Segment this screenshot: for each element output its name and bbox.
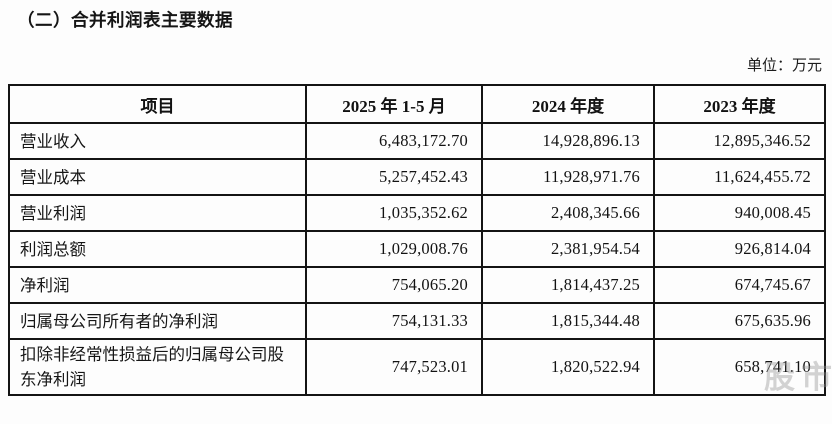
table-row: 扣除非经常性损益后的归属母公司股东净利润 747,523.01 1,820,522.… xyxy=(8,338,826,396)
header-2025-column: 2025 年 1-5 月 xyxy=(305,84,483,124)
row-label-cell: 净利润 xyxy=(8,266,307,304)
table-row: 营业成本 5,257,452.43 11,928,971.76 11,624,455.… xyxy=(8,158,826,196)
row-label-cell: 利润总额 xyxy=(8,230,307,268)
value-2024-cell: 11,928,971.76 xyxy=(481,158,655,196)
unit-label: 单位：万元 xyxy=(746,58,822,74)
value-2025-cell: 747,523.01 xyxy=(305,338,483,396)
value-2024-cell: 2,408,345.66 xyxy=(481,194,655,232)
value-2023-cell: 12,895,346.52 xyxy=(653,122,826,160)
section-title: （二）合并利润表主要数据 xyxy=(17,10,233,30)
table-row: 归属母公司所有者的净利润 754,131.33 1,815,344.48 675,63… xyxy=(8,302,826,340)
value-2023-cell: 926,814.04 xyxy=(653,230,826,268)
header-item-column: 项目 xyxy=(8,84,307,124)
value-2024-cell: 1,820,522.94 xyxy=(481,338,655,396)
value-2024-cell: 14,928,896.13 xyxy=(481,122,655,160)
row-label-cell: 营业收入 xyxy=(8,122,307,160)
value-2024-cell: 1,815,344.48 xyxy=(481,302,655,340)
table-row: 利润总额 1,029,008.76 2,381,954.54 926,814.04 xyxy=(8,230,826,268)
income-statement-table: 项目 2025 年 1-5 月 2024 年度 2023 年度 营业收入 6,48… xyxy=(8,84,826,396)
row-label-cell: 归属母公司所有者的净利润 xyxy=(8,302,307,340)
value-2023-cell: 658,741.10 xyxy=(653,338,826,396)
row-label-cell: 营业成本 xyxy=(8,158,307,196)
header-2023-column: 2023 年度 xyxy=(653,84,826,124)
header-row: 项目 2025 年 1-5 月 2024 年度 2023 年度 xyxy=(8,84,826,124)
table-header: 项目 2025 年 1-5 月 2024 年度 2023 年度 xyxy=(8,84,826,124)
table-row: 营业利润 1,035,352.62 2,408,345.66 940,008.45 xyxy=(8,194,826,232)
value-2023-cell: 674,745.67 xyxy=(653,266,826,304)
value-2025-cell: 5,257,452.43 xyxy=(305,158,483,196)
row-label-cell: 营业利润 xyxy=(8,194,307,232)
value-2023-cell: 11,624,455.72 xyxy=(653,158,826,196)
value-2024-cell: 1,814,437.25 xyxy=(481,266,655,304)
value-2025-cell: 1,029,008.76 xyxy=(305,230,483,268)
value-2025-cell: 754,065.20 xyxy=(305,266,483,304)
table-row: 净利润 754,065.20 1,814,437.25 674,745.67 xyxy=(8,266,826,304)
value-2025-cell: 754,131.33 xyxy=(305,302,483,340)
table-row: 营业收入 6,483,172.70 14,928,896.13 12,895,346.… xyxy=(8,122,826,160)
table-body: 营业收入 6,483,172.70 14,928,896.13 12,895,346.… xyxy=(8,122,826,396)
value-2025-cell: 6,483,172.70 xyxy=(305,122,483,160)
value-2025-cell: 1,035,352.62 xyxy=(305,194,483,232)
value-2023-cell: 675,635.96 xyxy=(653,302,826,340)
value-2024-cell: 2,381,954.54 xyxy=(481,230,655,268)
header-2024-column: 2024 年度 xyxy=(481,84,655,124)
value-2023-cell: 940,008.45 xyxy=(653,194,826,232)
row-label-cell: 扣除非经常性损益后的归属母公司股东净利润 xyxy=(8,338,307,396)
